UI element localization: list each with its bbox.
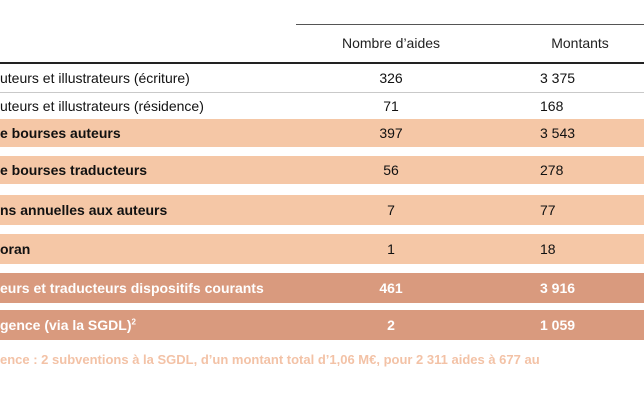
row-nombre: 1 bbox=[387, 241, 395, 257]
row-montant: 1 059 bbox=[540, 317, 576, 333]
row-montant: 3 375 bbox=[540, 70, 576, 86]
table-header-top-rule bbox=[296, 24, 644, 25]
row-montant: 3 916 bbox=[540, 280, 576, 296]
row-label: e bourses traducteurs bbox=[0, 162, 148, 178]
row-label: e bourses auteurs bbox=[0, 125, 121, 141]
row-label: uteurs et illustrateurs (résidence) bbox=[0, 98, 204, 114]
table-row: e bourses traducteurs 56 278 bbox=[0, 156, 644, 184]
footnote-marker: 2 bbox=[131, 317, 136, 327]
row-nombre: 2 bbox=[387, 317, 395, 333]
row-nombre: 71 bbox=[383, 98, 399, 114]
row-nombre: 461 bbox=[379, 280, 403, 296]
row-label: gence (via la SGDL)2 bbox=[0, 317, 296, 333]
row-nombre: 7 bbox=[387, 202, 395, 218]
row-divider bbox=[0, 92, 644, 93]
row-label: ns annuelles aux auteurs bbox=[0, 202, 168, 218]
row-nombre: 326 bbox=[379, 70, 403, 86]
row-label: oran bbox=[0, 241, 31, 257]
table-row: uteurs et illustrateurs (résidence) 71 1… bbox=[0, 93, 644, 119]
row-nombre: 397 bbox=[379, 125, 403, 141]
row-montant: 18 bbox=[540, 241, 556, 257]
table-row-urgence: gence (via la SGDL)2 2 1 059 bbox=[0, 310, 644, 340]
row-montant: 278 bbox=[540, 162, 564, 178]
column-header-nombre: Nombre d’aides bbox=[341, 35, 441, 51]
footnote-text: ence : 2 subventions à la SGDL, d’un mon… bbox=[0, 352, 540, 367]
row-montant: 3 543 bbox=[540, 125, 576, 141]
table-row: ns annuelles aux auteurs 7 77 bbox=[0, 195, 644, 225]
row-nombre: 56 bbox=[383, 162, 399, 178]
table-row-total: eurs et traducteurs dispositifs courants… bbox=[0, 273, 644, 303]
row-label: eurs et traducteurs dispositifs courants bbox=[0, 280, 264, 296]
table-row: uteurs et illustrateurs (écriture) 326 3… bbox=[0, 64, 644, 92]
column-header-montants: Montants bbox=[551, 35, 609, 51]
row-label-text: gence (via la SGDL) bbox=[0, 317, 132, 333]
table-row: e bourses auteurs 397 3 543 bbox=[0, 119, 644, 147]
table-header-bottom-rule bbox=[0, 62, 644, 64]
row-montant: 168 bbox=[540, 98, 564, 114]
row-montant: 77 bbox=[540, 202, 556, 218]
row-label: uteurs et illustrateurs (écriture) bbox=[0, 70, 190, 86]
table-row: oran 1 18 bbox=[0, 234, 644, 264]
